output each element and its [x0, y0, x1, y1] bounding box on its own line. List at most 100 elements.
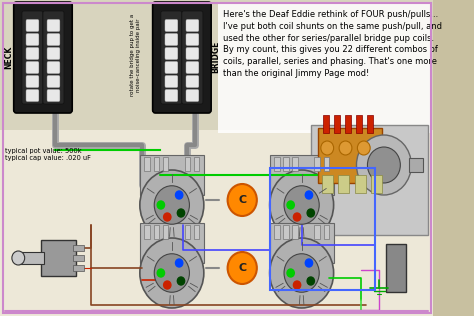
Bar [154, 225, 159, 239]
Bar [292, 157, 298, 171]
Circle shape [12, 251, 25, 265]
Text: C: C [238, 263, 246, 273]
Bar [140, 155, 204, 195]
Bar [323, 115, 329, 133]
Bar [163, 157, 168, 171]
Circle shape [305, 191, 312, 199]
Bar [145, 157, 150, 171]
Bar [314, 225, 320, 239]
Bar [410, 158, 423, 172]
Bar [292, 225, 298, 239]
Circle shape [339, 141, 352, 155]
Bar [283, 225, 289, 239]
Bar [194, 157, 199, 171]
Bar [274, 157, 280, 171]
Circle shape [284, 186, 319, 224]
Bar [0, 130, 433, 316]
Bar [283, 157, 289, 171]
Circle shape [356, 135, 411, 195]
FancyBboxPatch shape [26, 76, 39, 88]
FancyBboxPatch shape [26, 33, 39, 46]
Bar [345, 115, 351, 133]
Circle shape [287, 201, 294, 209]
Text: NECK: NECK [5, 46, 14, 69]
Circle shape [154, 186, 190, 224]
Bar [140, 223, 204, 263]
FancyBboxPatch shape [165, 62, 178, 74]
Bar [18, 252, 44, 264]
FancyBboxPatch shape [165, 76, 178, 88]
Circle shape [293, 281, 301, 289]
FancyBboxPatch shape [47, 62, 60, 74]
FancyBboxPatch shape [26, 20, 39, 32]
FancyBboxPatch shape [161, 11, 182, 104]
Bar [194, 225, 199, 239]
Circle shape [367, 147, 401, 183]
Bar [318, 128, 382, 183]
Circle shape [175, 191, 183, 199]
Text: Here's the Deaf Eddie rethink of FOUR push/pulls...
I've put both coil shunts on: Here's the Deaf Eddie rethink of FOUR pu… [223, 10, 442, 78]
FancyBboxPatch shape [165, 33, 178, 46]
FancyBboxPatch shape [186, 89, 199, 101]
Bar [73, 245, 84, 251]
Bar [73, 265, 84, 271]
Circle shape [307, 277, 314, 285]
Bar [41, 240, 76, 276]
Bar [386, 244, 406, 292]
Bar [145, 225, 150, 239]
FancyBboxPatch shape [47, 20, 60, 32]
Circle shape [307, 209, 314, 217]
Text: rotate the bridge pup to get a
noise-canceling inside pair: rotate the bridge pup to get a noise-can… [130, 14, 141, 96]
FancyBboxPatch shape [47, 33, 60, 46]
FancyBboxPatch shape [26, 47, 39, 59]
Circle shape [177, 209, 185, 217]
Bar [314, 157, 320, 171]
Circle shape [321, 141, 334, 155]
Circle shape [228, 184, 257, 216]
Circle shape [164, 281, 171, 289]
Bar [163, 225, 168, 239]
Bar [270, 155, 334, 195]
Bar [356, 115, 362, 133]
Circle shape [164, 213, 171, 221]
Bar [311, 125, 428, 235]
FancyBboxPatch shape [26, 62, 39, 74]
FancyBboxPatch shape [186, 76, 199, 88]
FancyBboxPatch shape [47, 89, 60, 101]
Circle shape [154, 254, 190, 292]
Circle shape [140, 238, 204, 308]
Bar [371, 175, 382, 193]
Bar [185, 157, 190, 171]
FancyBboxPatch shape [22, 11, 43, 104]
Bar [334, 115, 340, 133]
FancyBboxPatch shape [165, 47, 178, 59]
FancyBboxPatch shape [186, 33, 199, 46]
FancyBboxPatch shape [186, 20, 199, 32]
FancyBboxPatch shape [182, 11, 203, 104]
Bar [324, 225, 329, 239]
Text: BRIDGE: BRIDGE [211, 41, 220, 73]
Circle shape [157, 269, 164, 277]
FancyBboxPatch shape [47, 47, 60, 59]
Circle shape [140, 170, 204, 240]
Circle shape [175, 259, 183, 267]
Bar [338, 175, 349, 193]
FancyBboxPatch shape [14, 2, 72, 113]
FancyBboxPatch shape [47, 76, 60, 88]
Circle shape [157, 201, 164, 209]
Bar [218, 3, 429, 133]
Bar [366, 115, 373, 133]
Circle shape [270, 170, 334, 240]
Bar [324, 157, 329, 171]
FancyBboxPatch shape [43, 11, 64, 104]
Circle shape [177, 277, 185, 285]
Bar [185, 225, 190, 239]
FancyBboxPatch shape [165, 89, 178, 101]
FancyBboxPatch shape [186, 62, 199, 74]
Bar [355, 175, 365, 193]
Bar [154, 157, 159, 171]
Bar [322, 175, 333, 193]
Text: typical pot value: 500k
typical cap value: .020 uF: typical pot value: 500k typical cap valu… [6, 148, 91, 161]
Bar [0, 0, 433, 130]
Bar [270, 223, 334, 263]
